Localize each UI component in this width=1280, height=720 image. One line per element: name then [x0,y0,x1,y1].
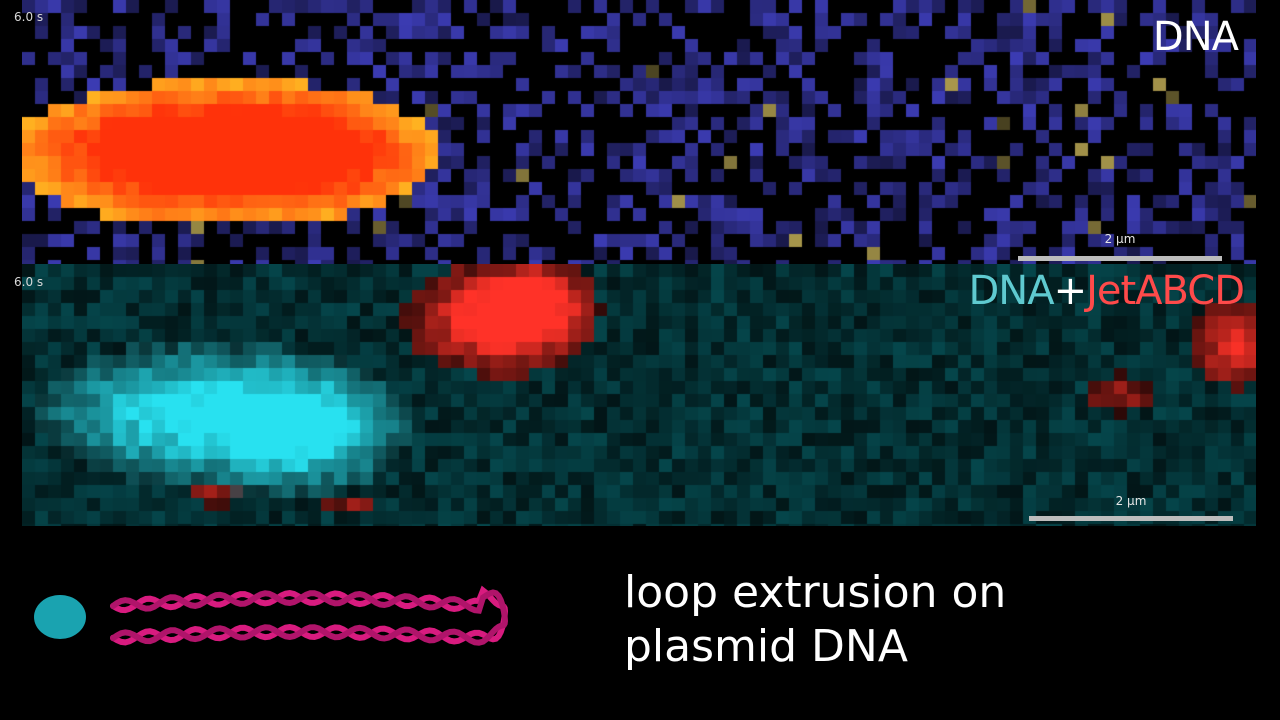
dna-micrograph [22,0,1256,264]
dna-strand-b [110,589,508,646]
caption-line-1: loop extrusion on [624,567,1007,618]
channel-label-merge: DNA+JetABCD [968,268,1245,314]
scale-bar-label-bottom: 2 µm [1115,494,1147,508]
timestamp-top: 6.0 s [14,10,44,24]
scale-bar-bottom [1029,516,1233,521]
scale-bar-label-top: 2 µm [1104,232,1136,246]
scale-bar-top [1018,256,1222,261]
caption: loop extrusion on plasmid DNA [624,566,1006,674]
label-dna-part: DNA [968,268,1054,314]
jetabcd-complex-icon [34,595,86,639]
label-jetabcd-part: JetABCD [1086,268,1245,314]
channel-label-dna: DNA [1152,14,1239,60]
timestamp-bottom: 6.0 s [14,275,44,289]
label-plus-part: + [1053,268,1088,314]
loop-extrusion-schematic [34,585,508,646]
dna-channel-image [22,0,1256,264]
dna-jetabcd-micrograph [22,264,1256,526]
caption-line-2: plasmid DNA [624,621,908,672]
merge-channel-image [22,264,1256,526]
